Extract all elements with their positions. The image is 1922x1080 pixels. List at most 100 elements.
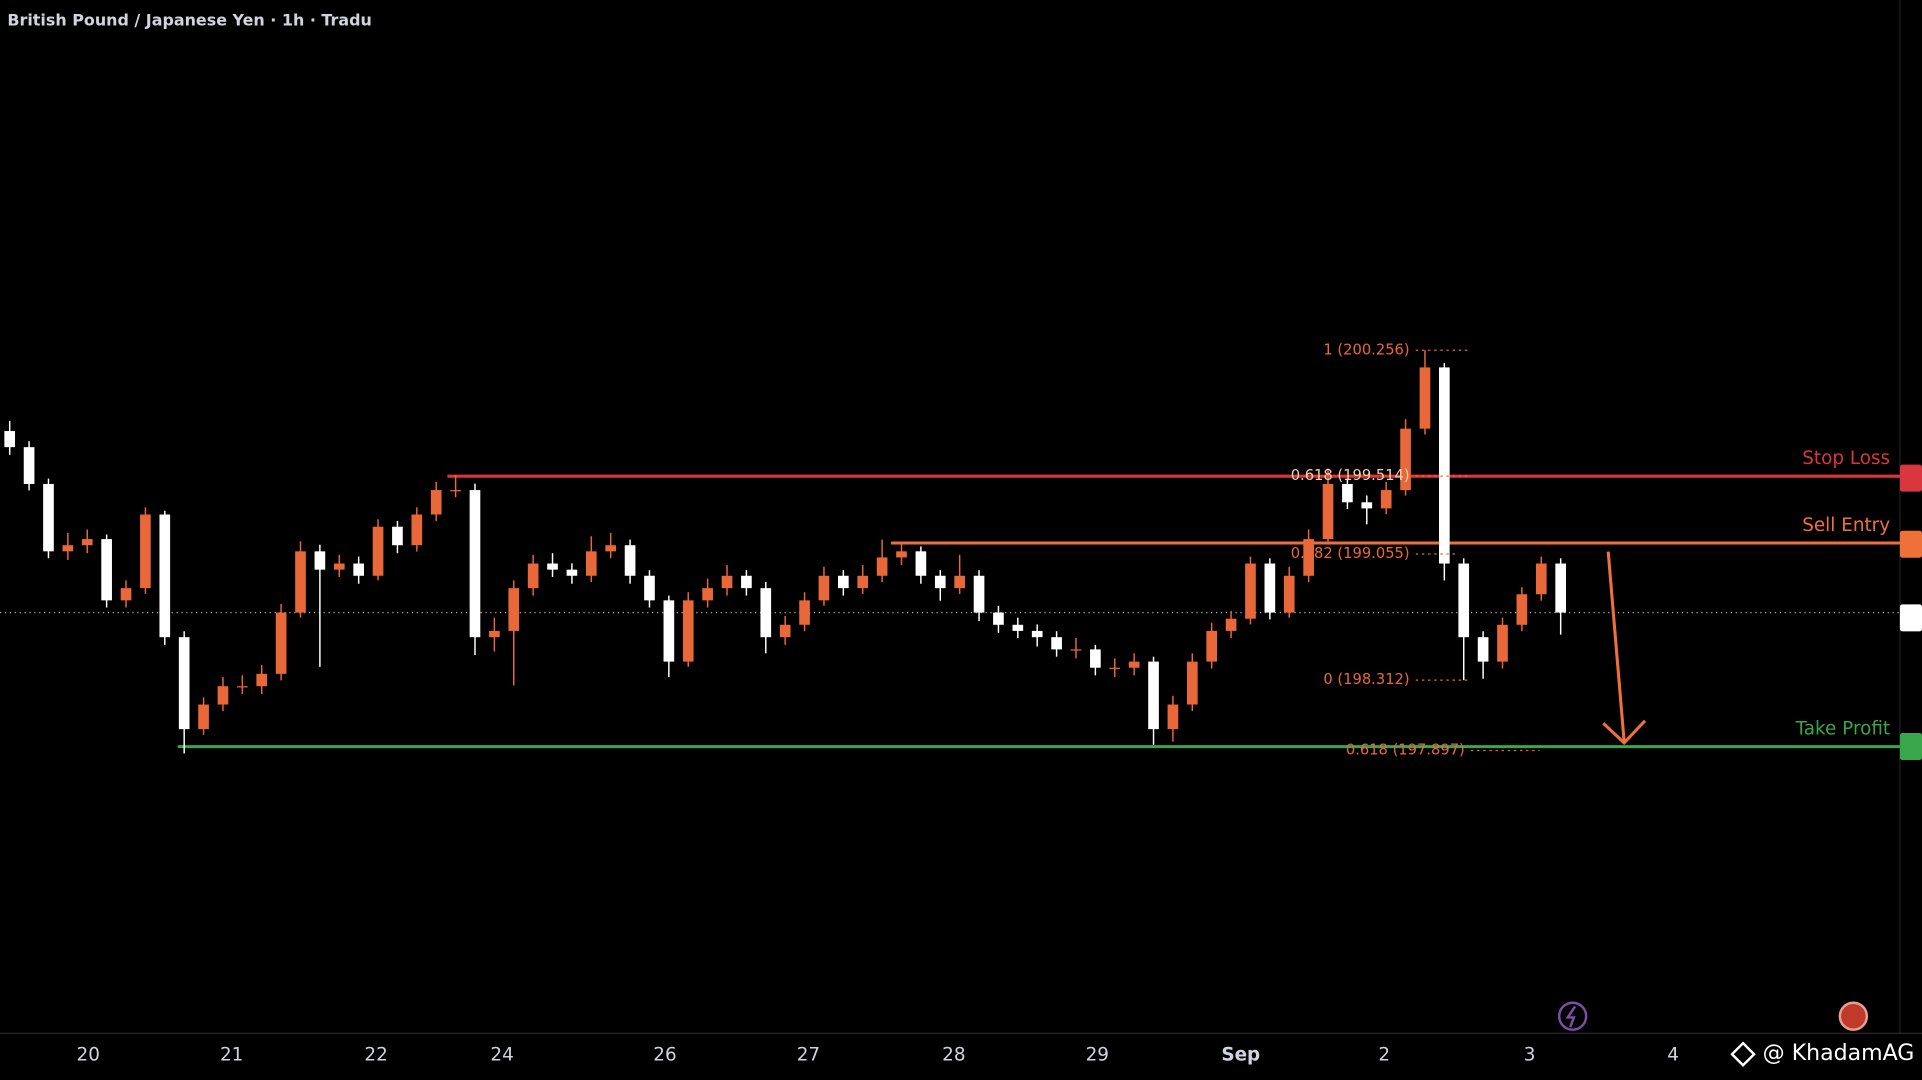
candle-body xyxy=(954,575,965,589)
candle-body xyxy=(1361,502,1373,509)
plot: Stop Loss Sell Entry Take Profit 1 (200.256… xyxy=(0,341,1900,759)
candle-body xyxy=(430,490,442,515)
fib-label: 0.618 (197.897) xyxy=(1346,742,1465,759)
candle-body xyxy=(508,588,520,631)
icon[interactable] xyxy=(1557,1001,1588,1031)
candle-body xyxy=(702,588,713,601)
candle-body xyxy=(547,563,558,570)
candle-body xyxy=(585,551,597,576)
candle-body xyxy=(624,545,636,576)
candle-body xyxy=(1186,661,1198,705)
candle-body xyxy=(1167,704,1179,730)
candle-body xyxy=(1031,630,1043,638)
candle-body xyxy=(1148,661,1159,730)
candle-body xyxy=(1322,483,1334,540)
candle-body xyxy=(566,569,578,576)
candle-body xyxy=(760,588,772,638)
candle-body xyxy=(333,563,345,570)
candle-body xyxy=(23,447,35,484)
candle-body xyxy=(43,483,54,552)
candle-body xyxy=(1477,637,1489,662)
candle-body xyxy=(973,575,985,613)
candle-body xyxy=(450,490,461,492)
candle-body xyxy=(4,431,16,448)
candle-body xyxy=(411,514,423,546)
candle-body xyxy=(81,539,93,546)
candle-body xyxy=(392,526,403,546)
candle-body xyxy=(237,686,248,688)
x-tick-label: Sep xyxy=(1221,1044,1260,1065)
x-tick-label: 27 xyxy=(797,1044,820,1065)
candle-body xyxy=(1245,563,1256,619)
candle-body xyxy=(663,600,675,662)
level-label: Take Profit xyxy=(1795,718,1891,739)
candle-body xyxy=(353,563,364,576)
candle-body xyxy=(876,557,888,576)
x-tick-label: 26 xyxy=(653,1044,676,1065)
candle-body xyxy=(1264,563,1276,613)
fib-label: 0.382 (199.055) xyxy=(1291,545,1410,562)
candle-body xyxy=(1109,667,1121,669)
candle-body xyxy=(101,539,112,601)
candle-body xyxy=(1497,624,1508,662)
level-label: Stop Loss xyxy=(1802,448,1890,469)
watermark: @ KhadamAG xyxy=(1763,1041,1915,1066)
candle-body xyxy=(140,514,151,589)
candle-body xyxy=(1012,624,1024,631)
candle-body xyxy=(721,575,733,589)
candle-body xyxy=(1555,563,1566,613)
candle-body xyxy=(1225,618,1237,631)
candle-body xyxy=(256,673,268,687)
fib-label: 0 (198.312) xyxy=(1323,671,1409,688)
icon[interactable] xyxy=(1838,1001,1869,1031)
logo xyxy=(1730,1041,1756,1067)
x-tick-label: 28 xyxy=(942,1044,965,1065)
candle-body xyxy=(857,575,869,589)
icon-glyph xyxy=(1565,1005,1577,1028)
price-tag xyxy=(1899,604,1922,632)
candle-body xyxy=(1342,483,1353,503)
candle-body xyxy=(1128,661,1140,668)
candle-body xyxy=(741,575,752,589)
candle-body xyxy=(1439,367,1450,564)
candle-body xyxy=(838,575,849,589)
candle-body xyxy=(605,545,617,552)
x-tick-label: 24 xyxy=(490,1044,513,1065)
candle-body xyxy=(527,563,539,589)
candle-body xyxy=(217,686,229,705)
candle-body xyxy=(1380,490,1392,509)
candle-body xyxy=(178,637,190,730)
candle-body xyxy=(993,612,1004,625)
candle-body xyxy=(1051,637,1062,650)
candle-body xyxy=(275,612,287,674)
candle-body xyxy=(1303,539,1314,576)
x-tick-label: 22 xyxy=(364,1044,387,1065)
x-tick-label: 4 xyxy=(1667,1044,1679,1065)
candle-body xyxy=(1206,630,1218,662)
candle-body xyxy=(314,551,326,570)
candle-body xyxy=(1419,367,1431,429)
x-tick-label: 20 xyxy=(77,1044,100,1065)
candle-body xyxy=(896,551,907,558)
candle-body xyxy=(779,624,791,638)
candle-body xyxy=(799,600,810,625)
price-tag xyxy=(1899,530,1922,558)
x-tick-label: 3 xyxy=(1524,1044,1536,1065)
candle-body xyxy=(1458,563,1470,638)
candle-body xyxy=(818,575,830,601)
level-label: Sell Entry xyxy=(1802,515,1890,536)
arrow-head xyxy=(1602,719,1647,746)
x-tick-label: 2 xyxy=(1378,1044,1390,1065)
x-tick-label: 29 xyxy=(1086,1044,1109,1065)
candle-body xyxy=(1535,563,1547,595)
candle-body xyxy=(372,526,384,576)
x-tick-label: 21 xyxy=(220,1044,243,1065)
candle-body xyxy=(1283,575,1295,613)
fib-label: 1 (200.256) xyxy=(1323,341,1409,358)
candle-body xyxy=(1400,428,1411,491)
candle-body xyxy=(915,551,927,576)
candle-body xyxy=(644,575,655,601)
